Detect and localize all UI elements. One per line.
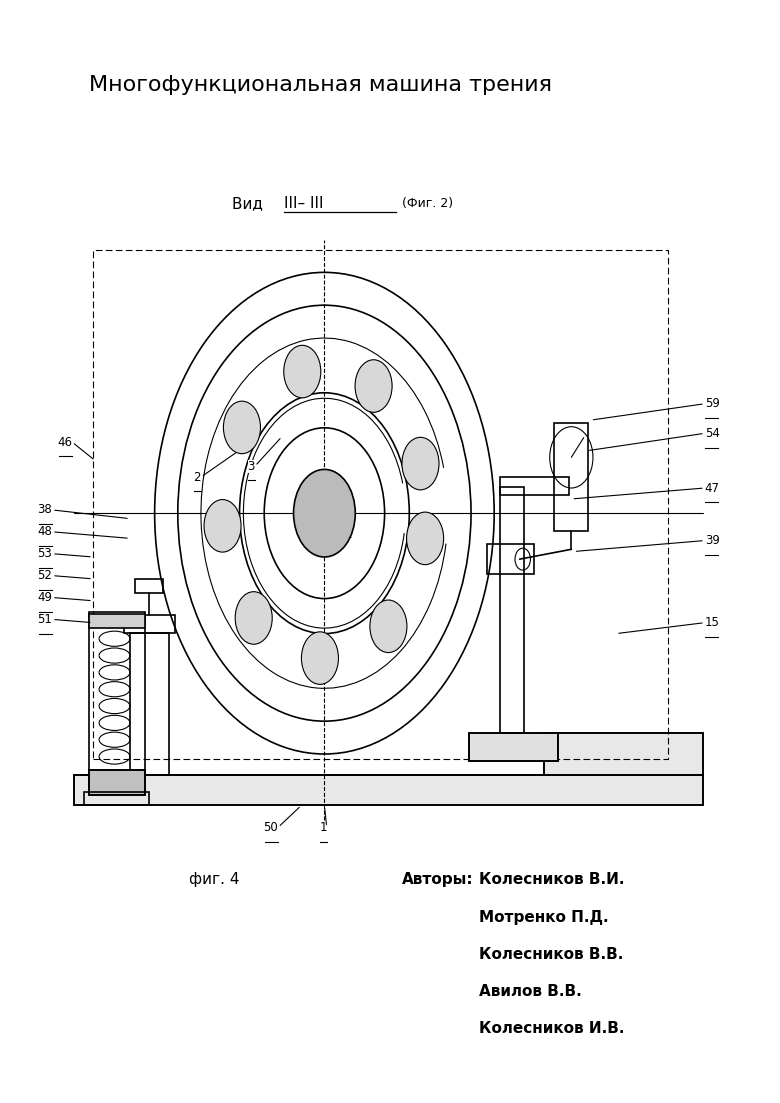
Bar xyxy=(124,615,175,632)
Text: 3: 3 xyxy=(247,460,255,472)
Circle shape xyxy=(204,500,241,553)
Bar xyxy=(136,579,163,593)
Bar xyxy=(470,733,558,761)
Bar xyxy=(470,733,558,761)
Bar xyxy=(554,424,588,531)
Text: 59: 59 xyxy=(705,397,720,410)
Circle shape xyxy=(223,401,261,453)
Circle shape xyxy=(370,600,407,653)
Bar xyxy=(73,774,703,805)
Text: 50: 50 xyxy=(264,821,278,834)
Text: 38: 38 xyxy=(37,503,52,516)
Text: Авторы:: Авторы: xyxy=(402,872,473,888)
Bar xyxy=(93,250,668,760)
Circle shape xyxy=(406,512,444,565)
Bar xyxy=(89,770,144,794)
Bar xyxy=(89,770,144,794)
Bar xyxy=(499,478,569,494)
Text: Многофункциональная машина трения: Многофункциональная машина трения xyxy=(89,75,552,95)
Bar xyxy=(499,486,524,733)
Text: Колесников В.В.: Колесников В.В. xyxy=(479,946,623,962)
Text: 53: 53 xyxy=(37,547,52,560)
Bar xyxy=(83,792,149,805)
Text: Мотренко П.Д.: Мотренко П.Д. xyxy=(479,910,608,924)
Text: 48: 48 xyxy=(37,525,52,538)
Text: Колесников В.И.: Колесников В.И. xyxy=(479,872,624,888)
Text: 15: 15 xyxy=(705,617,720,629)
Bar xyxy=(89,614,144,628)
Circle shape xyxy=(236,591,272,644)
Text: 54: 54 xyxy=(705,427,720,440)
Bar xyxy=(488,544,534,575)
Bar xyxy=(89,612,144,792)
Text: Авилов В.В.: Авилов В.В. xyxy=(479,984,582,999)
Bar xyxy=(130,632,168,774)
Circle shape xyxy=(284,345,321,398)
Text: 47: 47 xyxy=(705,482,720,494)
Text: (Фиг. 2): (Фиг. 2) xyxy=(398,197,453,210)
Text: 51: 51 xyxy=(37,613,52,625)
Bar xyxy=(544,733,703,774)
Circle shape xyxy=(301,632,339,684)
Text: 52: 52 xyxy=(37,569,52,582)
Bar xyxy=(73,774,703,805)
Circle shape xyxy=(402,437,439,490)
Text: фиг. 4: фиг. 4 xyxy=(190,872,240,888)
Text: Колесников И.В.: Колесников И.В. xyxy=(479,1021,624,1037)
Bar xyxy=(544,733,703,774)
Text: Вид: Вид xyxy=(232,196,268,211)
Text: 46: 46 xyxy=(57,436,72,449)
Text: 39: 39 xyxy=(705,534,720,547)
Text: III– III: III– III xyxy=(284,196,324,211)
Circle shape xyxy=(355,360,392,413)
Circle shape xyxy=(293,470,355,557)
Text: 1: 1 xyxy=(319,821,327,834)
Text: 2: 2 xyxy=(193,471,201,483)
Text: 49: 49 xyxy=(37,591,52,604)
